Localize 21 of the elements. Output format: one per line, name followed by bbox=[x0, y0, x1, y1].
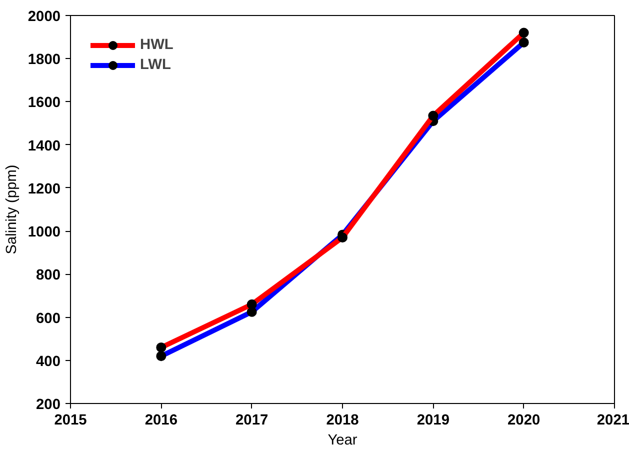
x-tick-label: 2019 bbox=[416, 412, 450, 428]
y-tick-label: 2000 bbox=[28, 9, 61, 25]
x-tick-label: 2020 bbox=[508, 412, 540, 428]
x-tick-label: 2017 bbox=[236, 412, 268, 428]
x-tick-label: 2015 bbox=[54, 412, 87, 428]
y-tick-label: 400 bbox=[36, 354, 61, 370]
y-tick-label: 1600 bbox=[28, 95, 61, 112]
y-tick-label: 1800 bbox=[28, 52, 61, 68]
y-tick-label: 1200 bbox=[28, 181, 61, 198]
x-tick-label: 2018 bbox=[326, 412, 359, 428]
x-tick-label: 2021 bbox=[596, 412, 629, 428]
y-tick-label: 200 bbox=[36, 397, 61, 413]
y-tick-label: 1000 bbox=[28, 224, 61, 241]
y-axis-title: Salinity (ppm) bbox=[4, 164, 20, 254]
x-axis-title: Year bbox=[328, 432, 358, 448]
y-tick-label: 800 bbox=[36, 268, 61, 284]
x-tick-label: 2016 bbox=[144, 412, 178, 428]
y-tick-label: 1400 bbox=[28, 138, 61, 154]
legend-label: LWL bbox=[140, 57, 171, 73]
legend-label: HWL bbox=[140, 37, 174, 53]
y-tick-label: 600 bbox=[36, 310, 61, 327]
